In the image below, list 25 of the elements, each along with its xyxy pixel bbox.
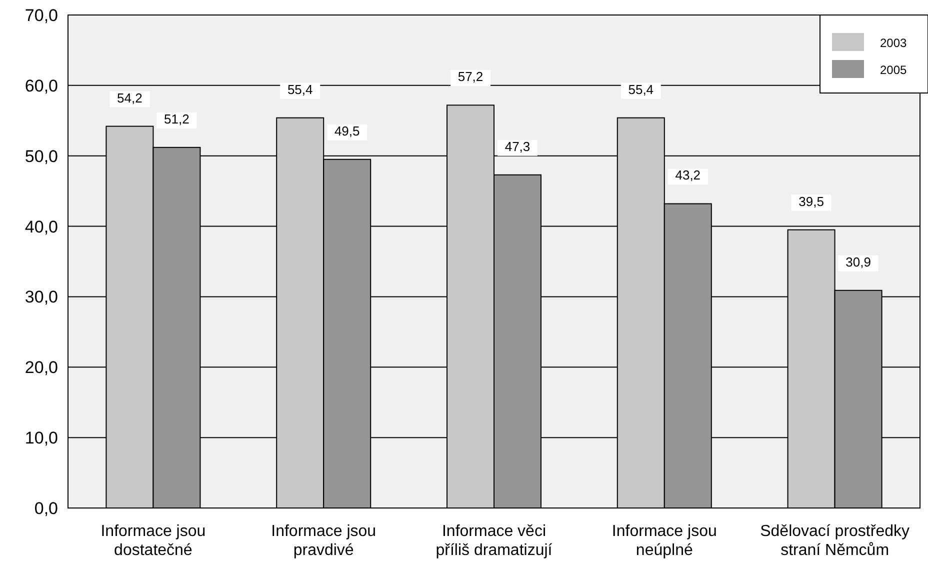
y-tick-label: 10,0 xyxy=(24,428,58,448)
y-tick-label: 0,0 xyxy=(34,499,58,518)
y-tick-label: 20,0 xyxy=(24,358,58,378)
x-tick-label: Informace jsou neúplné xyxy=(612,523,717,559)
data-label: 43,2 xyxy=(675,168,701,183)
legend-label: 2005 xyxy=(880,63,908,77)
data-label: 47,3 xyxy=(504,138,530,154)
x-tick-label: Informace věci příliš dramatizují xyxy=(436,523,553,559)
y-tick-label: 70,0 xyxy=(24,6,58,25)
y-tick-label: 40,0 xyxy=(24,217,58,236)
y-tick-label: 30,0 xyxy=(24,288,58,307)
data-label: 30,9 xyxy=(846,254,871,270)
y-tick-label: 60,0 xyxy=(24,76,58,96)
data-label: 55,4 xyxy=(287,82,313,97)
data-label: 49,5 xyxy=(334,123,360,138)
x-tick-label: Informace jsou pravdivé xyxy=(271,523,376,559)
data-label: 55,4 xyxy=(628,82,654,97)
x-tick-label: Informace jsou dostatečné xyxy=(100,523,206,559)
x-tick-label: Sdělovací prostředky straní Němcům xyxy=(760,523,910,559)
data-label: 57,2 xyxy=(458,69,484,84)
legend-label: 2003 xyxy=(880,36,908,50)
data-label: 39,5 xyxy=(798,194,824,209)
data-label: 51,2 xyxy=(164,111,190,126)
data-label: 54,2 xyxy=(117,90,142,106)
y-tick-label: 50,0 xyxy=(24,146,58,166)
